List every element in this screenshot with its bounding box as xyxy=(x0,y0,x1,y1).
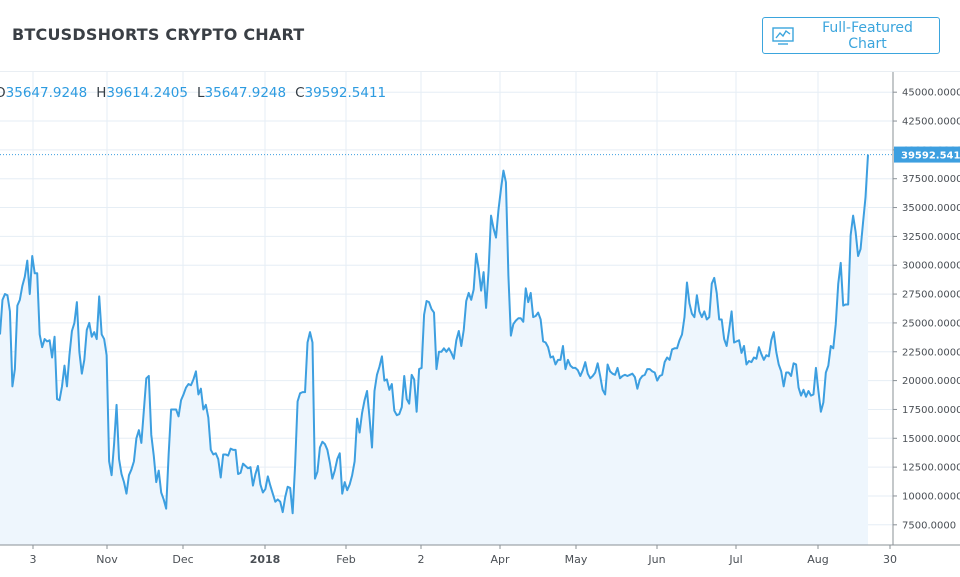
y-tick-label: 30000.0000 xyxy=(902,261,960,272)
y-tick-label: 37500.0000 xyxy=(902,174,960,185)
y-tick-label: 12500.0000 xyxy=(902,463,960,474)
y-tick-label: 20000.0000 xyxy=(902,376,960,387)
y-tick-label: 42500.0000 xyxy=(902,117,960,128)
last-price-label: 39592.5411 xyxy=(901,151,960,162)
close-value: 39592.5411 xyxy=(304,85,387,101)
low-value: 35647.9248 xyxy=(204,85,287,101)
x-tick-label: Aug xyxy=(807,553,828,566)
y-tick-label: 15000.0000 xyxy=(902,434,960,445)
low-label: L xyxy=(196,85,205,101)
y-tick-label: 10000.0000 xyxy=(902,491,960,502)
ohlc-legend: O35647.9248 H39614.2405 L35647.9248 C39592.… xyxy=(0,85,395,101)
x-tick-label: Feb xyxy=(336,553,355,566)
high-value: 39614.2405 xyxy=(106,85,188,101)
x-tick-label: Apr xyxy=(490,553,510,566)
x-tick-label: 2 xyxy=(418,553,425,566)
high-label: H xyxy=(96,85,107,101)
price-axis: 45000.000042500.000040000.000037500.0000… xyxy=(892,72,960,545)
chart-header: BTCUSDSHORTS CRYPTO CHART Full-Featured … xyxy=(0,0,960,72)
price-chart[interactable]: 45000.000042500.000040000.000037500.0000… xyxy=(0,72,960,577)
x-tick-label: 30 xyxy=(883,553,897,566)
page-title: BTCUSDSHORTS CRYPTO CHART xyxy=(12,25,305,44)
open-label: O xyxy=(0,85,6,101)
x-tick-label: Nov xyxy=(96,553,118,566)
full-featured-chart-button[interactable]: Full-Featured Chart xyxy=(762,17,940,54)
time-axis: 3 Nov Dec 2018 Feb 2 Apr May Jun Jul Aug 30 xyxy=(0,544,960,566)
last-price-badge-bg xyxy=(894,146,960,163)
x-tick-label: 2018 xyxy=(250,553,281,566)
x-tick-label: 3 xyxy=(30,553,37,566)
x-tick-label: Jul xyxy=(728,553,742,566)
last-price-badge: 39592.5411 xyxy=(894,146,960,163)
y-tick-label: 27500.0000 xyxy=(902,290,960,301)
y-tick-label: 25000.0000 xyxy=(902,318,960,329)
y-tick-label: 45000.0000 xyxy=(902,88,960,99)
x-tick-label: Jun xyxy=(647,553,665,566)
price-area xyxy=(0,154,868,545)
price-line xyxy=(0,154,869,515)
y-tick-label: 17500.0000 xyxy=(902,405,960,416)
full-featured-chart-label: Full-Featured Chart xyxy=(822,19,913,52)
open-value: 35647.9248 xyxy=(5,85,88,101)
y-tick-label: 7500.0000 xyxy=(902,520,956,531)
x-tick-label: Dec xyxy=(172,553,193,566)
y-tick-label: 35000.0000 xyxy=(902,203,960,214)
chart-line-icon xyxy=(772,26,794,45)
y-tick-label: 32500.0000 xyxy=(902,232,960,243)
close-label: C xyxy=(295,85,305,101)
x-tick-label: May xyxy=(565,553,588,566)
y-tick-label: 22500.0000 xyxy=(902,347,960,358)
